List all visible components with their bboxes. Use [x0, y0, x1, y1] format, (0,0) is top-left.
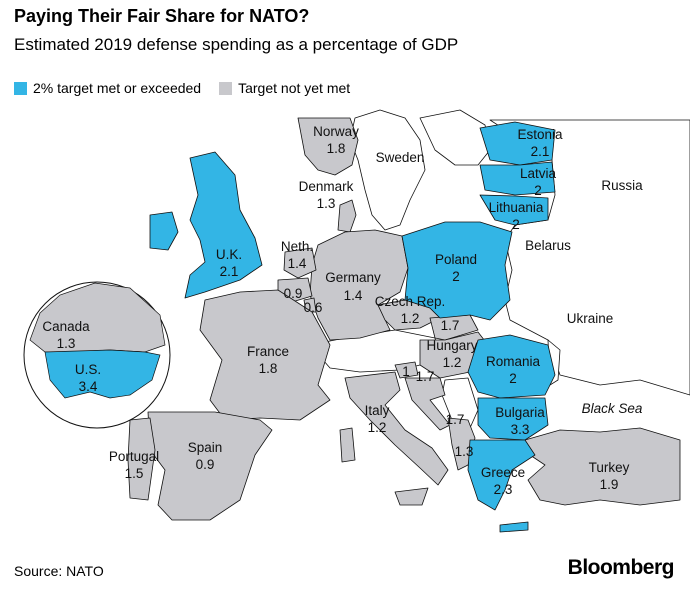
label-norway-name: Norway — [313, 124, 359, 139]
label-belarus: Belarus — [525, 238, 571, 253]
uk-shape — [184, 151, 263, 299]
label-denmark-name: Denmark — [299, 179, 354, 194]
label-spain-value: 0.9 — [196, 457, 215, 472]
sweden-shape — [349, 109, 426, 231]
norway-shape — [297, 117, 359, 176]
slovenia-shape — [394, 361, 419, 379]
label-czech-name: Czech Rep. — [375, 294, 446, 309]
legend-label-met: 2% target met or exceeded — [33, 80, 202, 96]
label-bulgaria-value: 3.3 — [511, 422, 530, 437]
label-france-value: 1.8 — [259, 361, 278, 376]
ireland-shape — [149, 211, 179, 251]
label-slovenia-value: 1 — [402, 364, 410, 379]
label-turkey-value: 1.9 — [600, 477, 619, 492]
italy-shape — [344, 371, 449, 486]
label-greece-value: 2.3 — [494, 482, 513, 497]
romania-shape — [467, 334, 556, 399]
lithuania-shape — [479, 194, 549, 226]
label-slovakia-value: 1.7 — [441, 318, 460, 333]
label-estonia-value: 2.1 — [531, 144, 550, 159]
chart-title: Paying Their Fair Share for NATO? — [14, 6, 310, 26]
label-netherlands-name: Neth. — [281, 239, 313, 254]
label-belgium-value: 0.9 — [284, 286, 303, 301]
finland-shape — [419, 109, 491, 166]
label-spain-name: Spain — [188, 440, 223, 455]
portugal-shape — [127, 417, 156, 501]
label-germany-value: 1.4 — [344, 288, 363, 303]
label-albania-value: 1.3 — [455, 444, 474, 459]
label-latvia-name: Latvia — [520, 166, 557, 181]
legend-label-not-met: Target not yet met — [238, 80, 351, 96]
label-hungary-value: 1.2 — [443, 355, 462, 370]
label-canada-name: Canada — [42, 319, 90, 334]
latvia-shape — [479, 161, 556, 196]
label-bulgaria-name: Bulgaria — [495, 405, 545, 420]
chart-subtitle: Estimated 2019 defense spending as a per… — [14, 35, 459, 54]
label-czech-value: 1.2 — [401, 311, 420, 326]
label-portugal-value: 1.5 — [125, 466, 144, 481]
label-lithuania-name: Lithuania — [489, 200, 544, 215]
label-us-value: 3.4 — [79, 379, 98, 394]
label-sweden: Sweden — [376, 150, 425, 165]
legend-item-met: 2% target met or exceeded — [14, 80, 201, 96]
label-black-sea: Black Sea — [582, 401, 643, 416]
turkey-shape — [524, 427, 681, 506]
label-lithuania-value: 2 — [512, 217, 520, 232]
label-luxembourg-value: 0.6 — [304, 300, 323, 315]
poland-shape — [401, 221, 513, 321]
label-uk-value: 2.1 — [220, 264, 239, 279]
legend-swatch-met — [14, 81, 27, 95]
label-norway-value: 1.8 — [327, 141, 346, 156]
bulgaria-shape — [477, 397, 549, 441]
crete-shape — [499, 521, 529, 533]
label-greece-name: Greece — [481, 465, 525, 480]
label-italy-name: Italy — [365, 403, 390, 418]
label-poland-name: Poland — [435, 252, 477, 267]
greece-shape — [467, 439, 536, 511]
spain-shape — [147, 411, 273, 521]
france-shape — [199, 289, 331, 421]
label-uk-name: U.K. — [216, 247, 242, 262]
canada-shape — [29, 282, 166, 353]
estonia-shape — [479, 121, 556, 166]
label-italy-value: 1.2 — [368, 420, 387, 435]
label-latvia-value: 2 — [534, 183, 542, 198]
label-romania-name: Romania — [486, 354, 541, 369]
north-africa-shape — [118, 560, 400, 589]
label-germany-name: Germany — [325, 270, 381, 285]
legend-item-not-met: Target not yet met — [219, 80, 350, 96]
label-montenegro-value: 1.7 — [446, 412, 465, 427]
us-shape — [44, 349, 161, 399]
label-denmark-value: 1.3 — [317, 196, 336, 211]
label-hungary-name: Hungary — [426, 338, 477, 353]
bloomberg-logo: Bloomberg — [567, 556, 675, 579]
legend: 2% target met or exceeded Target not yet… — [14, 80, 368, 96]
legend-swatch-not-met — [219, 81, 233, 95]
label-croatia-value: 1.7 — [416, 369, 435, 384]
label-canada-value: 1.3 — [57, 336, 76, 351]
label-us-name: U.S. — [75, 362, 101, 377]
north-america-inset — [23, 281, 171, 429]
russia-belarus-ukraine-shape — [489, 119, 690, 396]
denmark-shape — [337, 199, 357, 233]
label-ukraine: Ukraine — [567, 311, 614, 326]
label-russia: Russia — [601, 178, 643, 193]
label-portugal-name: Portugal — [109, 449, 159, 464]
sicily-shape — [394, 487, 429, 506]
netherlands-shape — [283, 247, 317, 279]
croatia-shape — [404, 377, 451, 431]
label-estonia-name: Estonia — [517, 127, 563, 142]
label-france-name: France — [247, 344, 289, 359]
source-note: Source: NATO — [14, 563, 104, 579]
label-poland-value: 2 — [452, 269, 460, 284]
label-romania-value: 2 — [509, 371, 517, 386]
label-netherlands-value: 1.4 — [288, 256, 307, 271]
label-turkey-name: Turkey — [589, 460, 630, 475]
sardinia-shape — [339, 427, 356, 463]
